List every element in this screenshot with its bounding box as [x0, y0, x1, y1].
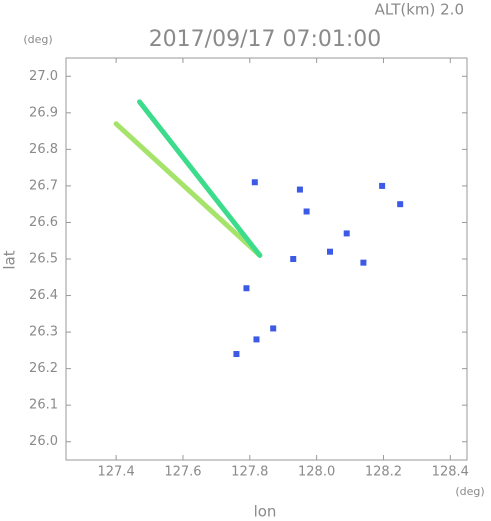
echo-point [270, 325, 277, 332]
y-tick-label: 26.7 [29, 178, 58, 193]
echo-point [343, 230, 350, 237]
echo-point [296, 186, 303, 193]
echo-point [326, 248, 333, 255]
echo-point [251, 179, 258, 186]
y-tick-label: 26.9 [29, 105, 58, 120]
echo-point [243, 285, 250, 292]
plot-frame [65, 57, 468, 461]
echo-point [360, 259, 367, 266]
y-tick-label: 26.5 [29, 252, 58, 267]
echo-point [397, 201, 404, 208]
x-unit: (deg) [455, 485, 484, 498]
echo-ray [113, 121, 263, 258]
chart-title: 2017/09/17 07:01:00 [149, 27, 382, 52]
x-tick-label: 127.4 [98, 465, 135, 480]
x-tick-label: 127.6 [164, 465, 201, 480]
x-tick-label: 128.4 [432, 465, 469, 480]
y-tick-label: 26.2 [29, 361, 58, 376]
x-tick-label: 127.8 [231, 465, 268, 480]
echo-point [379, 182, 386, 189]
subtitle: ALT(km) 2.0 [375, 1, 464, 19]
y-tick-label: 26.0 [29, 434, 58, 449]
y-axis-label: lat [1, 250, 19, 269]
echo-point [233, 351, 240, 358]
echo-point [303, 208, 310, 215]
echo-point [290, 256, 297, 262]
y-tick-label: 26.1 [29, 398, 58, 413]
y-tick-label: 26.8 [29, 142, 58, 157]
x-tick-label: 128.2 [365, 465, 402, 480]
x-tick-label: 128.0 [298, 465, 335, 480]
y-tick-label: 26.6 [29, 215, 58, 230]
y-tick-label: 26.4 [29, 288, 58, 303]
y-unit: (deg) [23, 33, 52, 46]
x-axis-label: lon [254, 503, 277, 521]
echo-point [253, 336, 260, 343]
y-tick-label: 26.3 [29, 325, 58, 340]
echo-ray [137, 99, 263, 258]
y-tick-label: 27.0 [29, 69, 58, 84]
